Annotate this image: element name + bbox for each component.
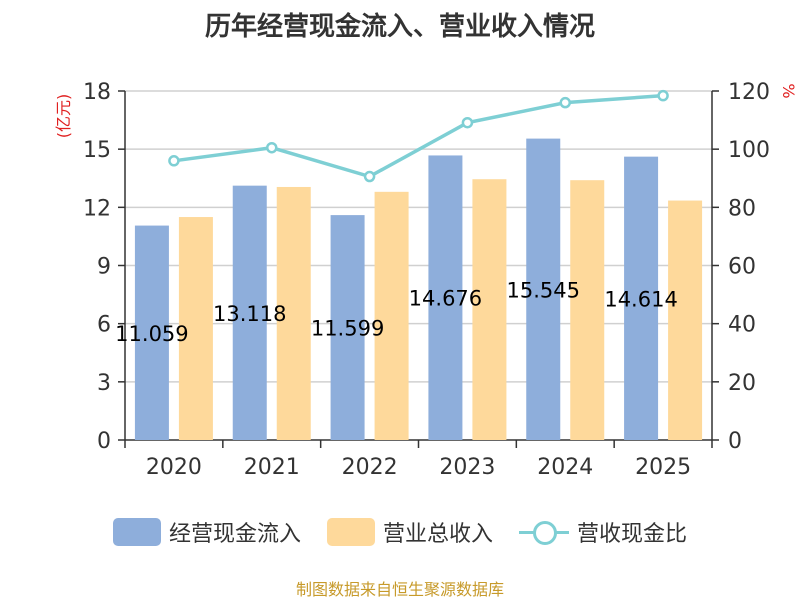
y-right-tick-label: 20 [728,371,756,396]
data-label-cash-inflow: 11.599 [311,317,384,341]
y-right-tick-label: 40 [728,313,756,338]
y-right-tick-label: 120 [728,80,770,105]
bar-revenue [472,179,507,440]
point-cash-ratio [168,155,180,167]
y-right-tick-label: 60 [728,255,756,280]
data-label-cash-inflow: 14.614 [604,287,677,311]
chart-title: 历年经营现金流入、营业收入情况 [204,12,595,42]
data-label-cash-inflow: 15.545 [507,278,580,302]
bar-revenue [178,217,213,440]
legend-item-cash-inflow[interactable]: 经营现金流入 [112,516,301,548]
point-cash-ratio [266,141,278,154]
source-note: 制图数据来自恒生聚源数据库 [295,580,504,599]
legend-swatch-cash-inflow [112,518,161,546]
bar-cash-inflow [134,225,169,440]
bar-revenue [276,186,311,440]
y-right-axis-label: % [779,83,798,98]
y-left-tick-label: 0 [97,429,111,454]
bar-cash-inflow [232,185,267,440]
bar-revenue [374,191,409,440]
bar-revenue [570,180,605,440]
y-right-tick-label: 80 [728,196,756,221]
bar-cash-inflow [428,155,463,440]
legend-item-revenue[interactable]: 营业总收入 [326,516,493,548]
point-cash-ratio [363,170,376,183]
y-right-tick-label: 0 [728,429,742,454]
y-left-tick-label: 3 [97,371,111,396]
bar-cash-inflow [330,215,365,440]
y-left-tick-label: 15 [83,138,111,163]
x-tick-label: 2020 [146,455,202,480]
point-cash-ratio [657,89,669,102]
y-left-tick-label: 9 [97,255,111,280]
legend-label-cash-ratio: 营收现金比 [577,522,688,547]
x-tick-label: 2023 [439,455,495,480]
legend-line-icon [519,518,569,546]
point-cash-ratio [461,116,474,129]
y-left-axis-label: (亿元) [54,94,73,139]
legend: 经营现金流入 营业总收入 营收现金比 [0,516,800,548]
x-tick-label: 2024 [537,455,593,480]
line-cash-ratio [173,93,664,179]
bar-revenue [668,200,703,440]
data-label-cash-inflow: 11.059 [115,322,188,346]
chart-plot: 0 3 6 9 12 15 18 0 20 40 60 80 100 120 (亿元)% 2020 2021 20… [54,80,798,480]
x-tick-label: 2022 [342,455,398,480]
legend-item-cash-ratio[interactable]: 营收现金比 [519,516,687,548]
data-label-cash-inflow: 14.676 [409,287,482,311]
legend-swatch-revenue [326,518,375,546]
bar-cash-inflow [624,156,659,441]
x-tick-label: 2025 [635,455,691,480]
legend-label-cash-inflow: 经营现金流入 [168,522,301,547]
bar-cash-inflow [526,138,561,440]
point-cash-ratio [559,96,571,109]
x-tick-label: 2021 [244,455,300,480]
y-left-tick-label: 6 [97,313,111,338]
data-label-cash-inflow: 13.118 [213,302,286,326]
y-right-tick-label: 100 [728,138,770,163]
legend-label-revenue: 营业总收入 [382,522,493,547]
y-left-tick-label: 12 [83,196,111,221]
y-left-tick-label: 18 [83,80,111,105]
